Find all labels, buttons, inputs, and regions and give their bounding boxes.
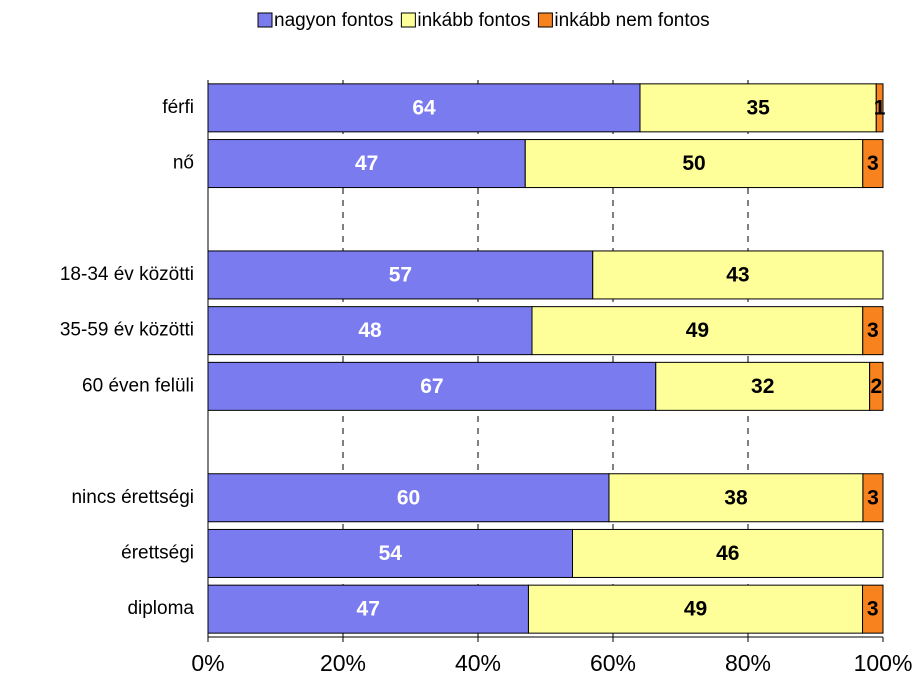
value-label: 3 <box>867 486 879 509</box>
bar-segment <box>527 584 864 634</box>
x-tick-label: 40% <box>455 650 501 676</box>
bar-segment <box>862 473 884 523</box>
bar-segment <box>655 361 871 411</box>
x-tick-label: 60% <box>590 650 636 676</box>
value-label: 47 <box>355 152 378 175</box>
value-label: 35 <box>746 96 770 119</box>
bar-segment <box>207 139 526 189</box>
y-tick-label: nincs érettségi <box>71 487 194 508</box>
value-label: 2 <box>870 375 882 398</box>
bar-segment <box>207 528 573 578</box>
bar-segment <box>572 528 884 578</box>
x-tick-label: 20% <box>320 650 366 676</box>
bar-segment <box>524 139 864 189</box>
value-label: 67 <box>420 375 443 398</box>
y-tick-label: 60 éven felüli <box>82 375 194 396</box>
value-label: 49 <box>686 319 709 342</box>
value-label: 3 <box>867 598 879 621</box>
bar-segment <box>207 250 594 300</box>
value-label: 48 <box>358 319 382 342</box>
value-label: 47 <box>357 598 380 621</box>
y-tick-label: nő <box>173 153 194 174</box>
y-tick-label: érettségi <box>121 542 194 563</box>
bar-segment <box>639 83 877 133</box>
bar-segment <box>862 139 884 189</box>
value-label: 60 <box>397 486 420 509</box>
value-label: 57 <box>389 263 412 286</box>
legend-label: nagyon fontos <box>274 10 393 31</box>
x-tick-label: 0% <box>191 650 224 676</box>
value-label: 64 <box>412 96 436 119</box>
value-label: 38 <box>724 486 748 509</box>
y-tick-label: 18-34 év közötti <box>60 264 194 285</box>
bar-segment <box>207 83 641 133</box>
bar-segment <box>592 250 884 300</box>
value-label: 1 <box>874 96 886 119</box>
value-label: 54 <box>379 542 403 565</box>
value-label: 43 <box>726 263 749 286</box>
bar-segment <box>207 584 529 634</box>
bar-segment <box>862 306 884 356</box>
bar-segment <box>608 473 864 523</box>
y-tick-label: férfi <box>162 97 194 118</box>
bar-segment <box>207 361 657 411</box>
value-label: 32 <box>751 375 774 398</box>
y-tick-label: 35-59 év közötti <box>60 320 194 341</box>
y-tick-label: diploma <box>127 598 194 619</box>
legend-label: inkább fontos <box>417 10 530 31</box>
value-label: 46 <box>716 542 739 565</box>
value-label: 49 <box>684 598 707 621</box>
value-label: 3 <box>867 152 879 175</box>
value-label: 3 <box>867 319 879 342</box>
x-tick-label: 100% <box>854 650 913 676</box>
bar-segment <box>869 361 884 411</box>
bar-segment <box>207 306 533 356</box>
legend-label: inkább nem fontos <box>554 10 709 31</box>
value-label: 50 <box>682 152 705 175</box>
legend-swatch <box>257 12 273 28</box>
bar-segment <box>207 473 610 523</box>
bar-segment <box>875 83 884 133</box>
x-tick-label: 80% <box>725 650 771 676</box>
legend-swatch <box>400 12 416 28</box>
bar-segment <box>862 584 884 634</box>
legend-swatch <box>537 12 553 28</box>
